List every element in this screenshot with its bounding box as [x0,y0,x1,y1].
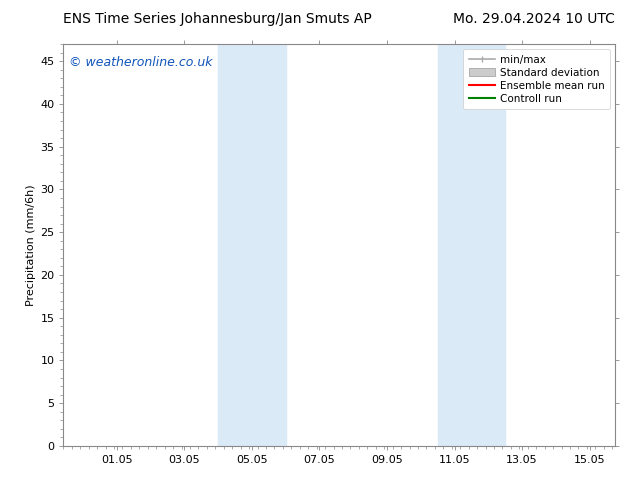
Legend: min/max, Standard deviation, Ensemble mean run, Controll run: min/max, Standard deviation, Ensemble me… [463,49,610,109]
Bar [218,44,286,446]
Text: © weatheronline.co.uk: © weatheronline.co.uk [69,56,212,69]
Text: Mo. 29.04.2024 10 UTC: Mo. 29.04.2024 10 UTC [453,12,615,26]
Text: ENS Time Series Johannesburg/Jan Smuts AP: ENS Time Series Johannesburg/Jan Smuts A… [63,12,372,26]
Y-axis label: Precipitation (mm/6h): Precipitation (mm/6h) [26,184,36,306]
Bar [437,44,505,446]
